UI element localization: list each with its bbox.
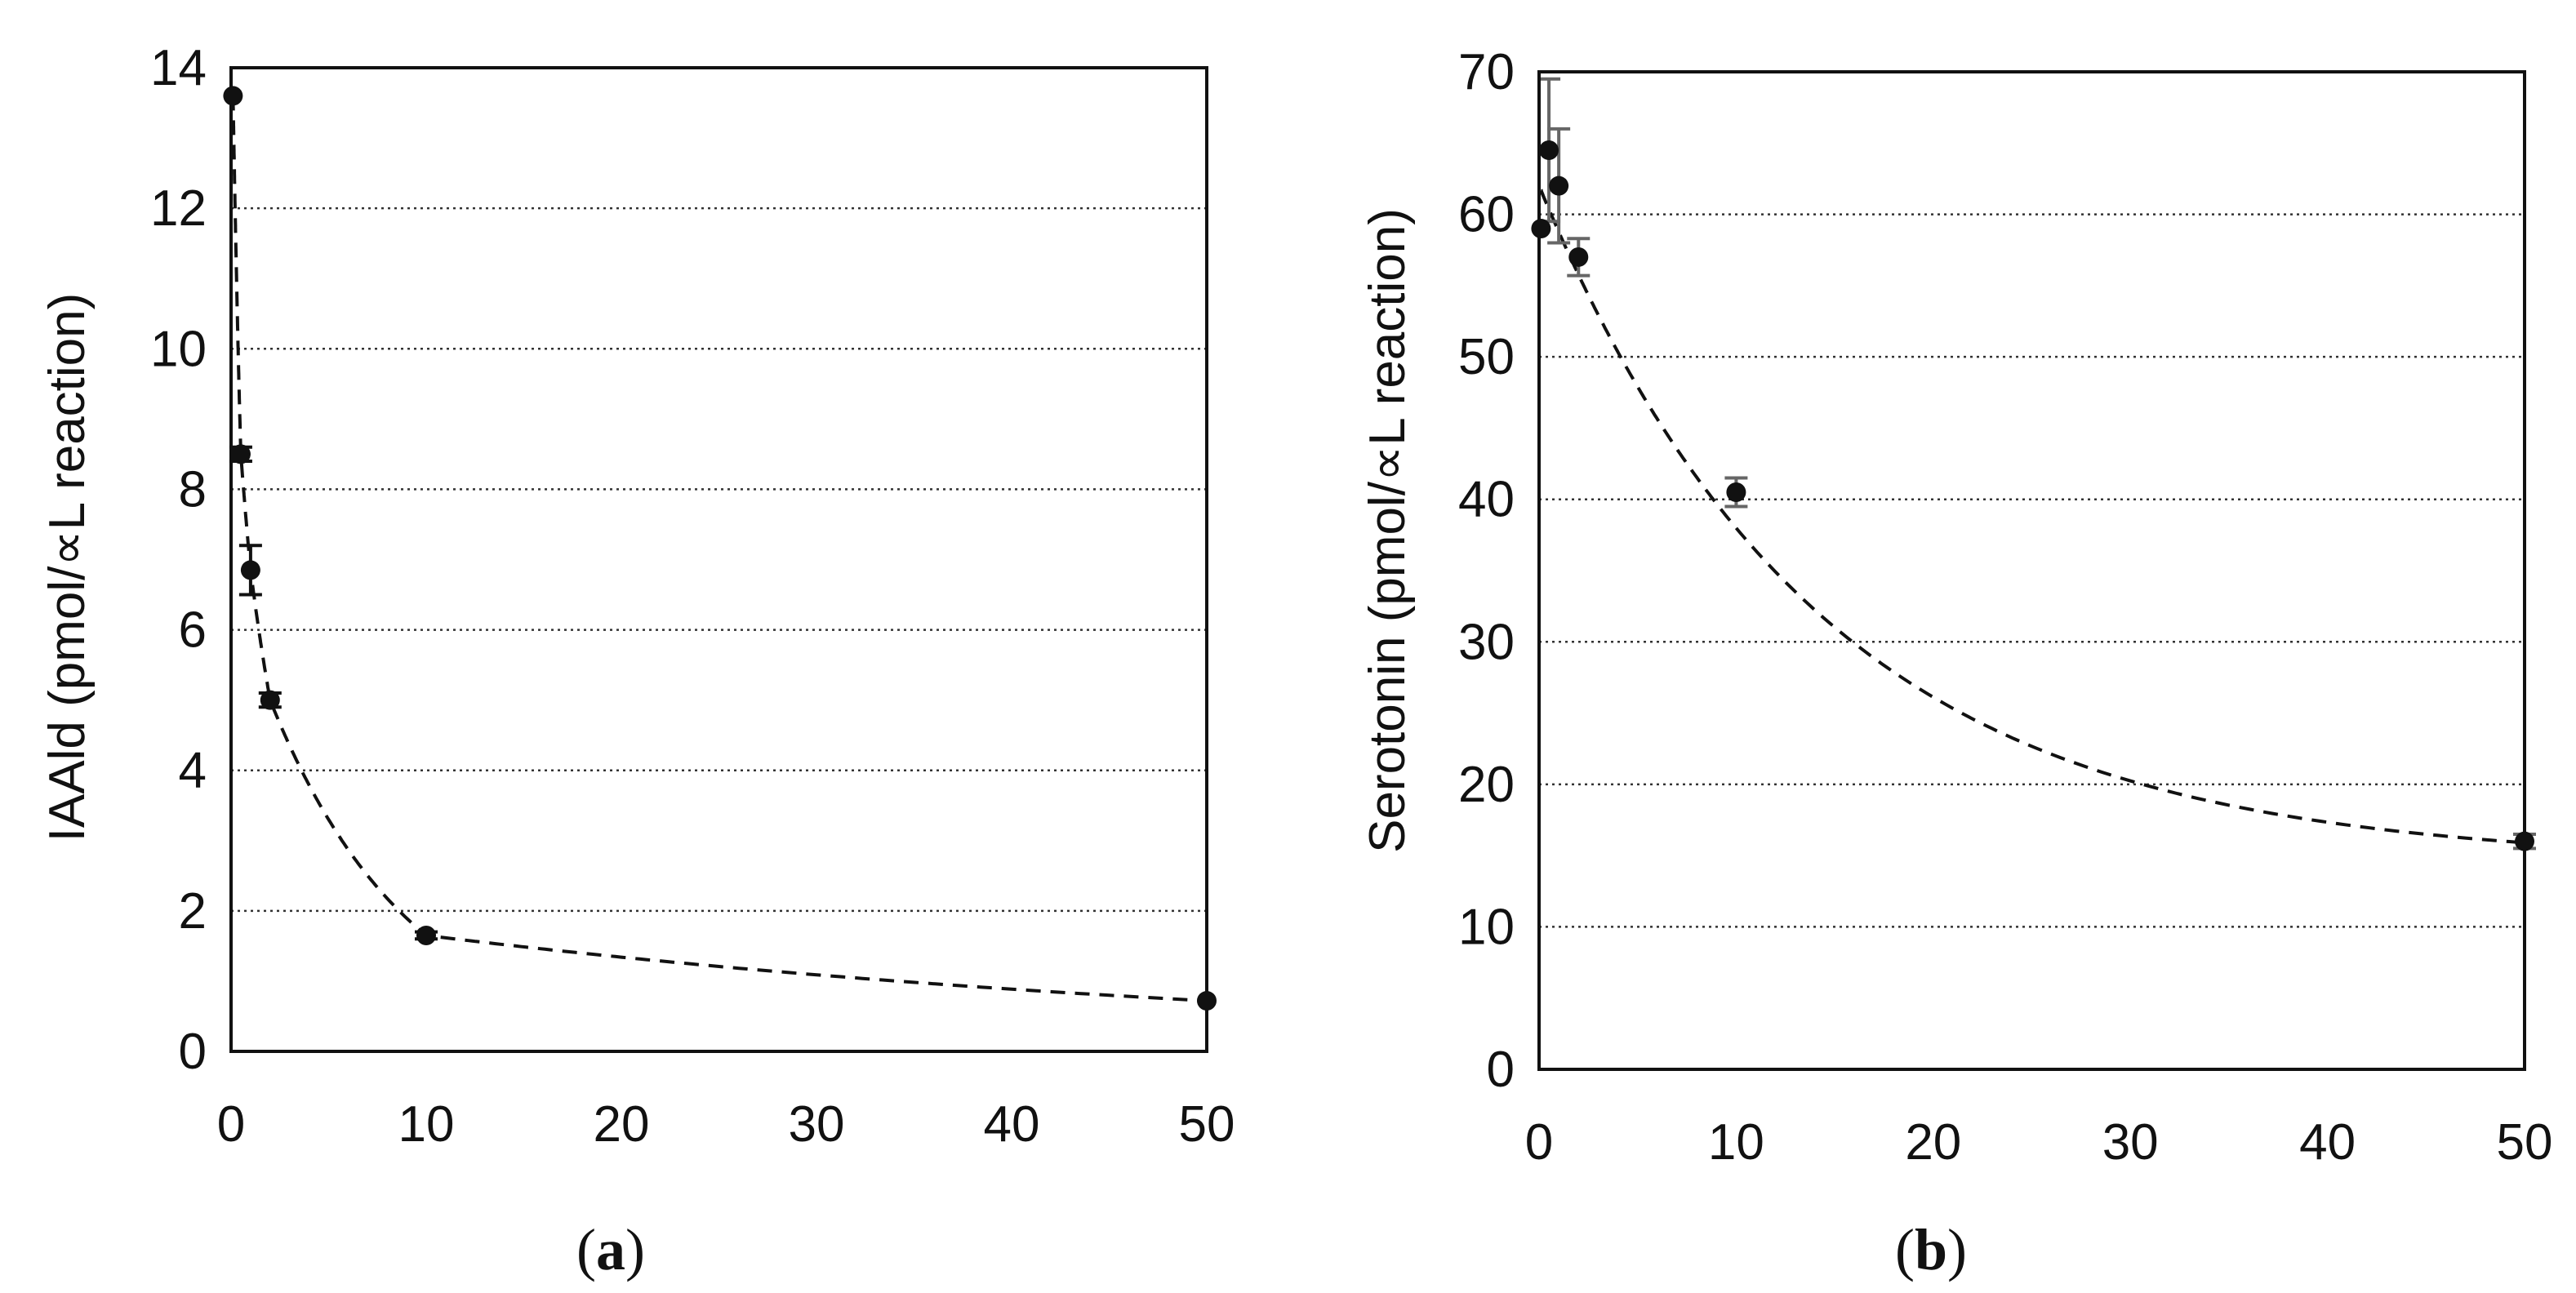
x-tick-labels-b: 0 10 20 30 40 50: [1525, 1114, 2553, 1171]
y-tick-label-b: 20: [1458, 757, 1515, 813]
error-bars-b: [1537, 77, 2536, 851]
panel-label-letter-a: a: [596, 1217, 625, 1282]
x-tick-label-b: 40: [2299, 1114, 2356, 1171]
data-point-a: [260, 690, 280, 710]
y-tick-label-a: 0: [179, 1024, 207, 1080]
y-tick-label-a: 6: [179, 602, 207, 659]
y-tick-label-b: 60: [1458, 187, 1515, 243]
x-tick-label-a: 10: [398, 1096, 455, 1153]
y-axis-label-a: IAAld (pmol/∝L reaction): [39, 293, 96, 842]
y-axis-label-b: Serotonin (pmol/∝L reaction): [1359, 208, 1416, 853]
x-tick-label-b: 0: [1525, 1114, 1553, 1171]
panel-label-a: (a): [576, 1217, 645, 1282]
y-tick-labels-a: 0 2 4 6 8 10 12 14: [150, 40, 207, 1080]
x-tick-label-b: 50: [2497, 1114, 2553, 1171]
y-tick-label-b: 30: [1458, 614, 1515, 670]
chart-panel-a: 0 10 20 30 40 50 0 2 4 6 8 10 12 14 IAAld (pmol/∝L r…: [39, 40, 1235, 1282]
x-tick-label-b: 10: [1708, 1114, 1764, 1171]
y-tick-label-b: 40: [1458, 472, 1515, 528]
y-tick-label-b: 50: [1458, 329, 1515, 385]
x-tick-labels-a: 0 10 20 30 40 50: [217, 1096, 1235, 1153]
fit-curve-b: [1539, 189, 2525, 845]
chart-panel-b: 0 10 20 30 40 50 0 10 20 30 40 50 60 70 Serotonin (p…: [1359, 44, 2552, 1282]
x-tick-label-a: 30: [789, 1096, 845, 1153]
x-tick-label-b: 20: [1905, 1114, 1961, 1171]
y-tick-label-a: 2: [179, 883, 207, 940]
data-point-b: [1531, 219, 1551, 239]
y-tick-label-a: 10: [150, 321, 207, 377]
data-points-b: [1531, 140, 2534, 851]
x-tick-label-a: 40: [984, 1096, 1040, 1153]
x-tick-label-a: 50: [1179, 1096, 1235, 1153]
data-point-b: [1568, 247, 1589, 267]
plot-frame-a: [229, 66, 1208, 1053]
y-tick-label-b: 70: [1458, 44, 1515, 100]
panel-label-b: (b): [1895, 1217, 1967, 1282]
grid-lines-b: [1539, 213, 2525, 928]
fit-curve-a: [231, 96, 1208, 1002]
x-tick-label-b: 30: [2102, 1114, 2159, 1171]
data-points-a: [223, 86, 1217, 1011]
x-tick-label-a: 0: [217, 1096, 245, 1153]
data-point-a: [230, 444, 251, 464]
data-point-a: [240, 560, 260, 580]
data-point-b: [1726, 482, 1746, 502]
y-tick-label-a: 4: [179, 743, 207, 799]
y-tick-label-a: 12: [150, 180, 207, 237]
data-point-a: [416, 925, 436, 945]
y-tick-label-a: 8: [179, 461, 207, 518]
data-point-b: [1539, 140, 1559, 161]
data-point-a: [223, 86, 243, 106]
y-tick-labels-b: 0 10 20 30 40 50 60 70: [1458, 44, 1515, 1098]
error-bars-a: [229, 445, 438, 941]
y-tick-label-b: 0: [1487, 1042, 1515, 1098]
panel-label-letter-b: b: [1915, 1217, 1947, 1282]
data-point-b: [1549, 176, 1569, 196]
grid-lines-a: [231, 207, 1207, 913]
y-tick-label-b: 10: [1458, 899, 1515, 955]
y-tick-label-a: 14: [150, 40, 207, 96]
plot-frame-b: [1537, 70, 2526, 1071]
x-tick-label-a: 20: [594, 1096, 650, 1153]
